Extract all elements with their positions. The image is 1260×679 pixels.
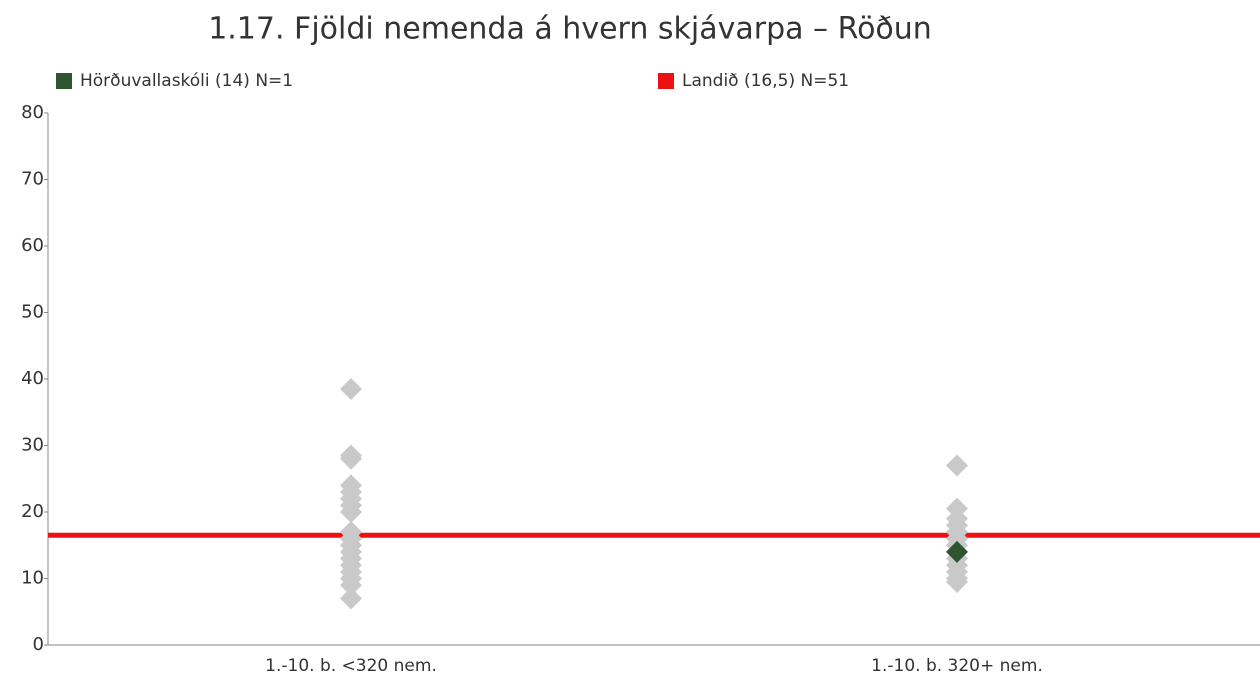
- diamond-point: [340, 501, 362, 523]
- legend-swatch: [658, 73, 674, 89]
- diamond-point: [340, 377, 362, 400]
- y-tick-label: 10: [21, 568, 44, 589]
- diamond-point: [340, 447, 362, 470]
- y-tick-label: 50: [21, 302, 44, 323]
- y-tick-label: 80: [21, 102, 44, 123]
- diamond-point: [340, 574, 362, 597]
- diamond-point: [946, 570, 968, 593]
- legend-label: Landið (16,5) N=51: [682, 71, 849, 91]
- diamond-point: [946, 540, 968, 563]
- diamond-point: [946, 454, 968, 477]
- y-tick-label: 60: [21, 235, 44, 256]
- legend-swatch: [56, 73, 72, 89]
- x-tick-label: 1.-10. b. 320+ nem.: [871, 656, 1043, 675]
- legend-label: Hörðuvallaskóli (14) N=1: [80, 71, 293, 91]
- y-tick-label: 30: [21, 435, 44, 456]
- y-tick-label: 20: [21, 501, 44, 522]
- x-tick-label: 1.-10. b. <320 nem.: [265, 656, 437, 675]
- y-tick-label: 0: [33, 634, 44, 655]
- chart-title: 1.17. Fjöldi nemenda á hvern skjávarpa –…: [208, 12, 932, 47]
- y-tick-label: 70: [21, 169, 44, 190]
- diamond-point: [340, 587, 362, 610]
- y-tick-label: 40: [21, 368, 44, 389]
